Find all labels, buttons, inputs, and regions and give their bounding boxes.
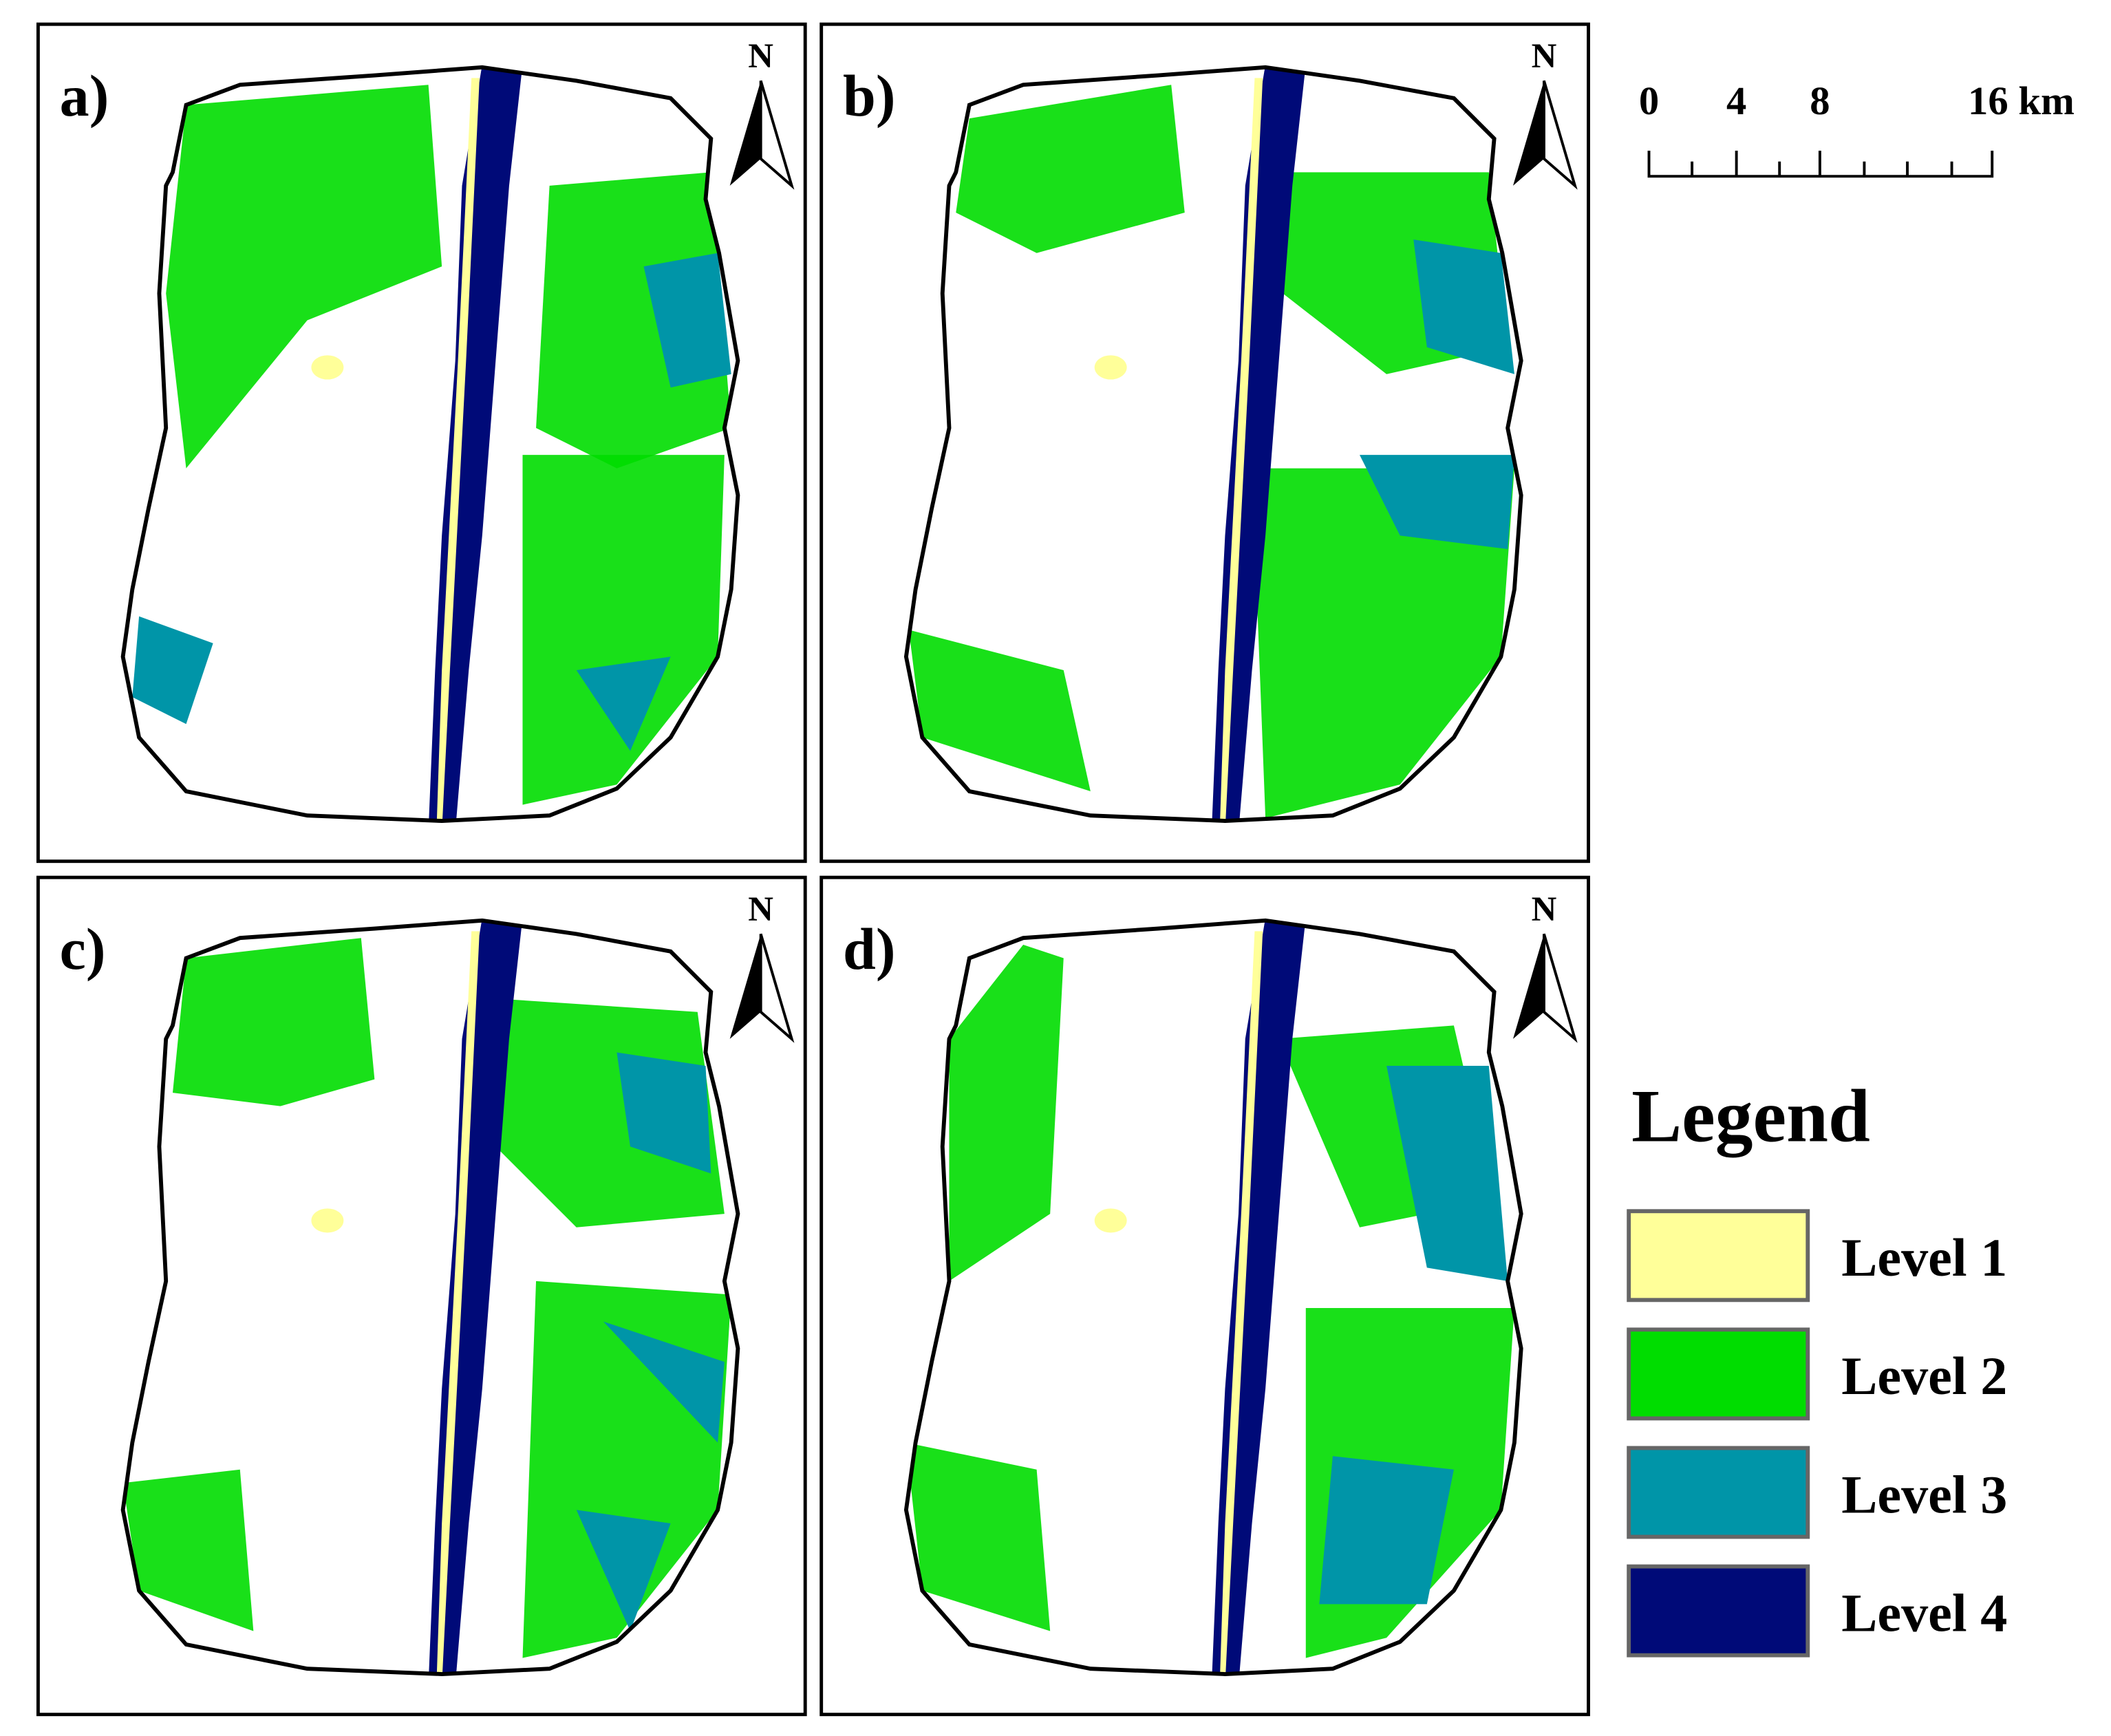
map-panel: b) N xyxy=(819,22,1590,864)
level-3-area xyxy=(603,1321,725,1443)
level-4-river xyxy=(1211,920,1306,1675)
level-1-patch xyxy=(311,1208,344,1233)
level-2-area xyxy=(1252,468,1514,819)
scale-label: 4 xyxy=(1726,78,1746,123)
map-area xyxy=(906,920,1514,1675)
level-4-river xyxy=(428,920,523,1675)
scale-bar: 0 4 8 16 km xyxy=(1639,78,2075,178)
panel-label: b) xyxy=(843,63,896,129)
map-outline xyxy=(903,918,1523,1676)
panel-label: d) xyxy=(843,916,896,982)
map-outline xyxy=(120,918,740,1676)
level-4-river xyxy=(1211,67,1306,822)
level-2-area xyxy=(949,944,1064,1281)
map-area xyxy=(908,67,1514,822)
level-2-area xyxy=(469,998,725,1228)
level-3-area xyxy=(643,253,731,388)
scale-label: 8 xyxy=(1810,78,1830,123)
scale-label: 0 xyxy=(1639,78,1659,123)
level-2-area xyxy=(522,455,725,805)
map-panel: d) N xyxy=(819,875,1590,1717)
level-1-patch xyxy=(311,355,344,380)
legend-label: Level 4 xyxy=(1841,1583,2007,1642)
level-3-area xyxy=(132,616,213,725)
legend-label: Level 2 xyxy=(1841,1346,2007,1406)
map-panel: a) N xyxy=(36,22,807,864)
level-3-area xyxy=(1319,1456,1454,1605)
panel-label: a) xyxy=(60,63,109,129)
legend-swatch xyxy=(1627,1327,1810,1421)
north-label: N xyxy=(748,890,773,928)
north-arrow xyxy=(1543,933,1578,1043)
level-2-area xyxy=(122,1469,254,1631)
level-3-area xyxy=(1413,239,1514,374)
legend-swatch xyxy=(1627,1446,1810,1539)
level-1-patch xyxy=(1094,1208,1127,1233)
north-arrow xyxy=(729,81,761,186)
level-1-streak xyxy=(436,78,480,822)
legend-label: Level 3 xyxy=(1841,1464,2007,1524)
map-panel: c) N xyxy=(36,875,807,1717)
north-arrow xyxy=(1512,81,1544,186)
level-1-streak xyxy=(1219,931,1263,1675)
level-1-streak xyxy=(436,931,480,1675)
legend-title: Legend xyxy=(1631,1074,1870,1158)
level-3-area xyxy=(617,1052,711,1174)
level-1-patch xyxy=(1094,355,1127,380)
level-2-area xyxy=(172,938,375,1106)
legend-swatch xyxy=(1627,1209,1810,1303)
level-2-area xyxy=(908,630,1091,792)
legend-swatch xyxy=(1627,1564,1810,1658)
level-1-streak xyxy=(1219,78,1263,822)
map-outline xyxy=(903,65,1523,823)
level-2-area xyxy=(956,85,1185,253)
map-area xyxy=(132,67,731,822)
scale-label: 16 km xyxy=(1968,78,2075,123)
north-label: N xyxy=(748,36,773,75)
level-3-area xyxy=(576,656,671,751)
level-3-area xyxy=(1360,455,1514,549)
panel-label: c) xyxy=(60,916,106,982)
north-label: N xyxy=(1532,36,1557,75)
legend-label: Level 1 xyxy=(1841,1228,2007,1287)
north-arrow xyxy=(759,80,795,190)
north-label: N xyxy=(1532,890,1557,928)
level-2-area xyxy=(536,172,731,469)
level-4-river xyxy=(428,67,523,822)
level-3-area xyxy=(1386,1066,1508,1281)
north-arrow xyxy=(1512,934,1544,1039)
scale-line xyxy=(1647,151,1994,178)
level-2-area xyxy=(906,1442,1051,1631)
level-2-area xyxy=(166,85,442,469)
level-3-area xyxy=(576,1510,671,1631)
map-area xyxy=(122,920,731,1675)
north-arrow xyxy=(1543,80,1578,190)
north-arrow xyxy=(759,933,795,1043)
map-outline xyxy=(120,65,740,823)
